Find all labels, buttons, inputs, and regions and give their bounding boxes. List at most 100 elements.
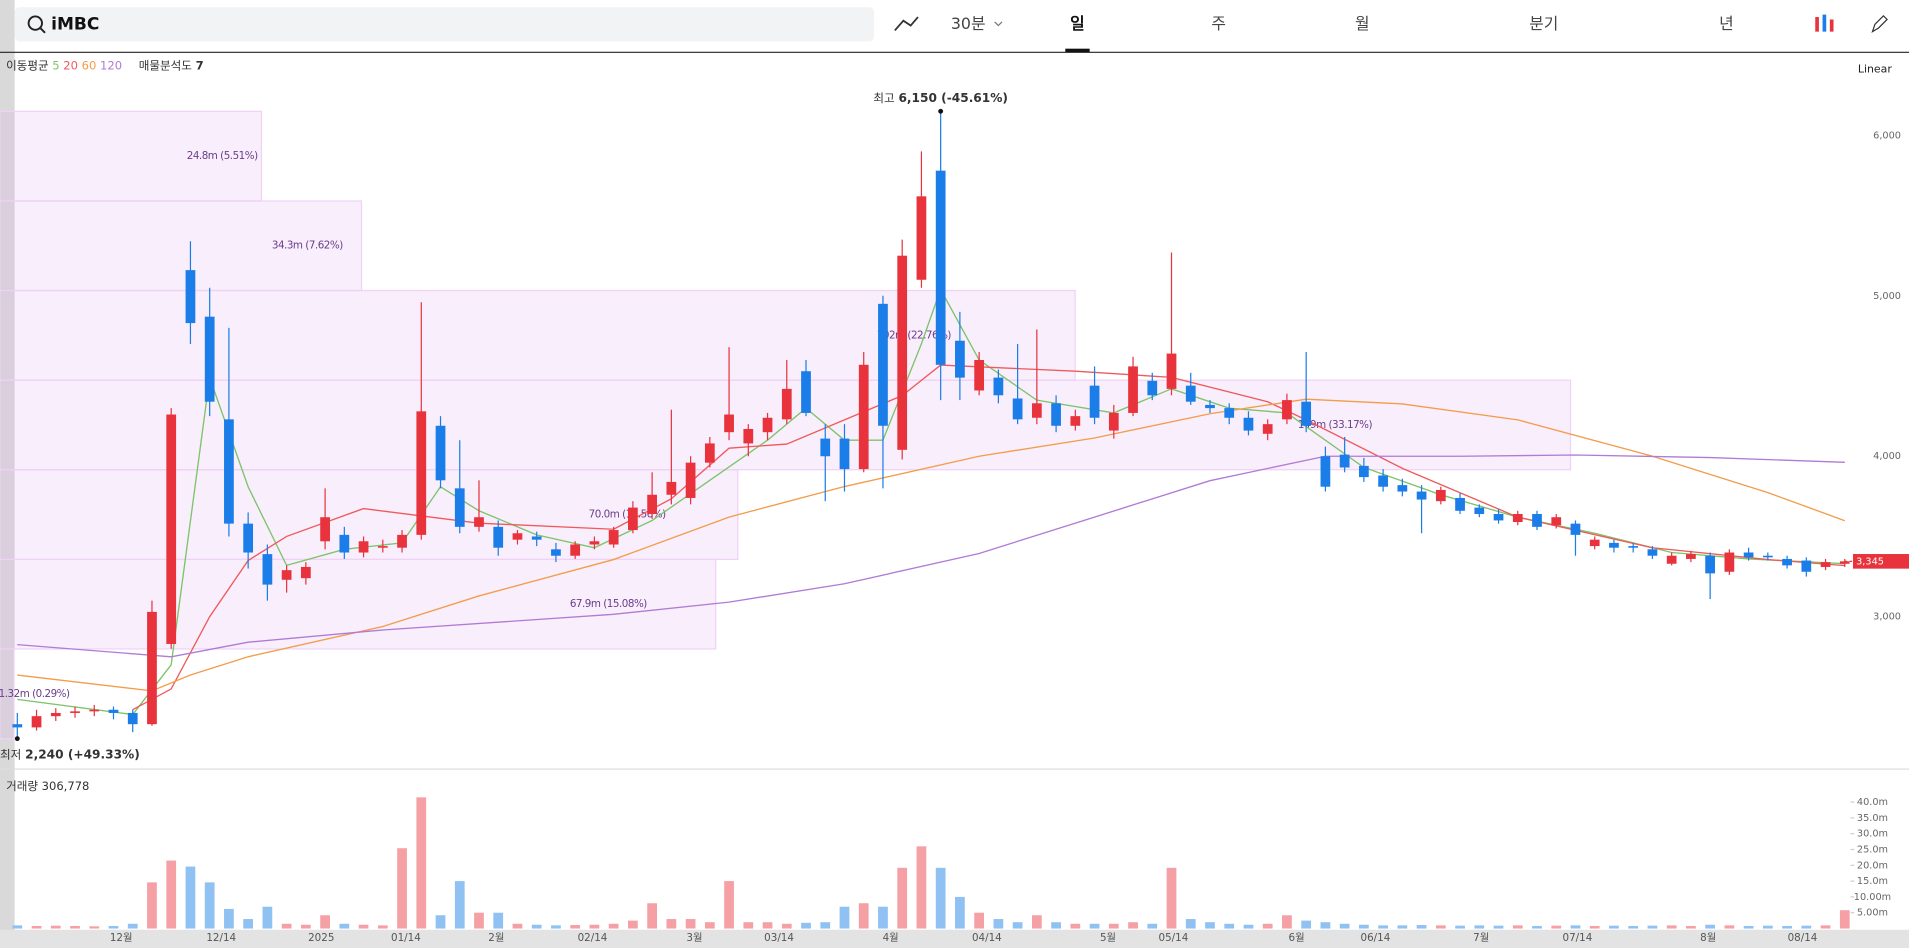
volume-bar <box>878 906 888 929</box>
x-tick-label: 8월 <box>1700 932 1716 944</box>
volume-bar <box>1012 922 1023 929</box>
candle-body <box>935 170 946 365</box>
high-label: 최고 6,150 (-45.61%) <box>873 90 1008 104</box>
candle-body <box>1628 546 1639 548</box>
volume-bar <box>358 924 369 929</box>
volume-bar <box>1762 925 1773 929</box>
candle-body <box>628 507 638 531</box>
volume-bar <box>666 919 677 929</box>
candle-body <box>204 316 215 402</box>
candle-body <box>127 712 138 725</box>
volume-bar <box>12 925 23 929</box>
candle-body <box>1532 514 1542 527</box>
candle-body <box>1224 408 1235 418</box>
volume-bar <box>1474 925 1485 929</box>
period-tab[interactable]: 일 <box>1070 14 1085 33</box>
y-tick-label: 5,000 <box>1873 291 1901 302</box>
candle-body <box>416 411 427 535</box>
volume-bar <box>685 919 696 929</box>
candle-body <box>12 724 23 728</box>
candle-body <box>1782 558 1792 566</box>
volume-bar <box>1108 923 1119 929</box>
chart-type-icon[interactable] <box>1829 19 1834 32</box>
candle-body <box>551 549 561 556</box>
candle-body <box>262 554 273 585</box>
candle-body <box>1339 454 1350 468</box>
candle-body <box>1128 366 1138 413</box>
last-price-label: 3,345 <box>1856 556 1884 567</box>
x-tick-label: 5월 <box>1100 932 1116 944</box>
x-tick-label: 12월 <box>110 932 133 944</box>
period-tab[interactable]: 년 <box>1719 14 1734 33</box>
period-tab[interactable]: 분기 <box>1529 14 1558 33</box>
candle-body <box>1108 412 1119 431</box>
edit-icon[interactable] <box>1871 14 1888 34</box>
volume-bar <box>897 867 908 929</box>
period-tab[interactable]: 주 <box>1211 14 1226 33</box>
volume-bar <box>1820 925 1831 929</box>
frame-left <box>0 0 15 948</box>
volume-bar <box>1301 920 1312 929</box>
volume-bar <box>820 922 831 929</box>
volume-bar <box>935 867 946 929</box>
candle-body <box>1416 491 1427 500</box>
volume-bar <box>589 924 600 929</box>
volume-tick-label: 40.0m <box>1857 797 1888 808</box>
profile-label: 67.9m (15.08%) <box>570 598 647 610</box>
y-tick-label: 3,000 <box>1873 612 1901 623</box>
candle-body <box>974 359 985 391</box>
candle-body <box>1301 401 1312 426</box>
candle-body <box>531 536 542 540</box>
volume-bar <box>1532 925 1542 929</box>
profile-band <box>0 289 1076 381</box>
period-tab[interactable]: 월 <box>1355 14 1370 33</box>
low-value: 2,240 (+49.33%) <box>25 747 140 761</box>
candle-body <box>1455 497 1465 511</box>
x-tick-label: 4월 <box>883 932 899 944</box>
candle-body <box>916 196 927 280</box>
volume-tick-label: 35.0m <box>1857 813 1888 824</box>
candle-body <box>435 425 446 481</box>
volume-bar <box>377 925 388 929</box>
candle-body <box>820 438 831 457</box>
chart-type-icon[interactable] <box>1822 14 1827 32</box>
candle-body <box>377 546 388 548</box>
search-text[interactable]: iMBC <box>51 14 99 34</box>
scale-toggle[interactable]: Linear <box>1858 62 1893 75</box>
volume-bar <box>1416 925 1427 929</box>
volume-bar <box>1801 925 1812 929</box>
candle-body <box>1570 523 1581 535</box>
candle-body <box>1705 555 1716 574</box>
interval-tab[interactable]: 30분 <box>951 14 986 33</box>
high-dot <box>938 108 944 114</box>
candle-body <box>1801 560 1812 572</box>
candle-body <box>1512 514 1523 523</box>
candle-body <box>666 481 677 495</box>
candle-body <box>31 716 42 728</box>
x-tick-label: 03/14 <box>764 932 794 944</box>
volume-bar <box>1031 915 1042 929</box>
indicator-icon[interactable] <box>894 16 919 32</box>
candle-body <box>897 255 908 450</box>
search-icon <box>39 27 46 34</box>
volume-bar <box>1205 922 1215 929</box>
candle-body <box>1839 561 1850 564</box>
volume-bar <box>50 925 61 929</box>
candle-body <box>1147 380 1158 396</box>
chart-type-icon[interactable] <box>1815 17 1819 32</box>
candle-body <box>1435 489 1446 502</box>
frame-bottom <box>0 929 1909 948</box>
volume-bar <box>1609 925 1619 929</box>
volume-bar <box>454 881 465 929</box>
volume-tick-label: 20.0m <box>1857 860 1888 871</box>
candle-body <box>1012 398 1023 420</box>
volume-bar <box>70 925 80 929</box>
candle-body <box>89 709 100 712</box>
candle-body <box>339 534 350 553</box>
candle-body <box>1282 400 1292 420</box>
volume-bar <box>916 846 927 929</box>
profile-legend-title: 매물분석도 <box>139 58 193 72</box>
search-box[interactable] <box>14 7 875 42</box>
volume-bar <box>570 925 581 929</box>
candle-body <box>839 438 850 470</box>
